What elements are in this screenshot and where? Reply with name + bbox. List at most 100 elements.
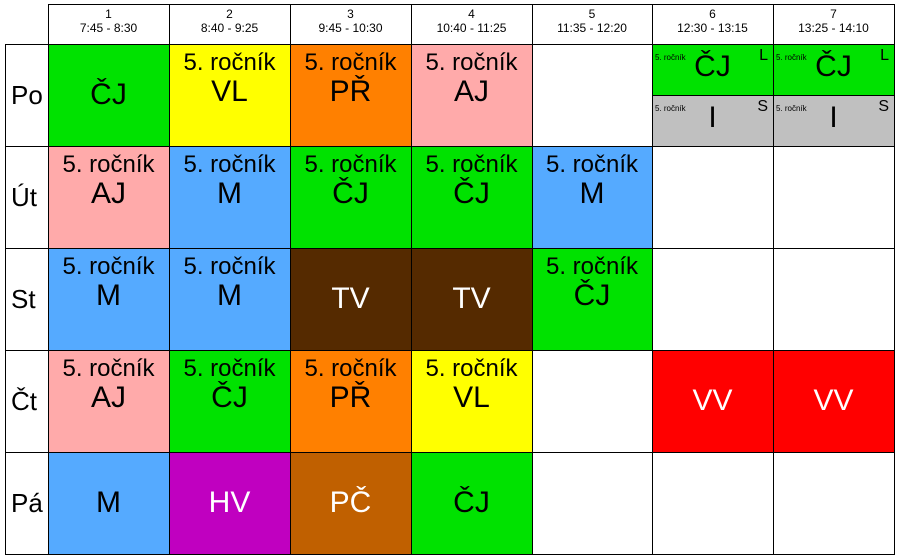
lesson-subject: AJ xyxy=(90,381,126,414)
lesson-subject: TV xyxy=(331,282,370,315)
grid-line xyxy=(5,44,895,45)
lesson-subject: M xyxy=(217,279,242,312)
grid-line xyxy=(532,4,533,555)
lesson-ut-2[interactable]: 5. ročník M xyxy=(169,146,290,248)
lesson-po-4[interactable]: 5. ročník AJ xyxy=(411,44,532,146)
lesson-po-6-group-l[interactable]: 5. ročník ČJ L xyxy=(652,44,773,95)
lesson-subject: M xyxy=(217,177,242,210)
lesson-st-5[interactable]: 5. ročník ČJ xyxy=(532,248,652,350)
lesson-pa-4[interactable]: ČJ xyxy=(411,452,532,554)
grid-line xyxy=(5,146,895,147)
lesson-po-3[interactable]: 5. ročník PŘ xyxy=(290,44,411,146)
grid-line xyxy=(5,350,895,351)
lesson-grade: 5. ročník xyxy=(304,49,397,76)
grid-line xyxy=(290,4,291,555)
lesson-grade: 5. ročník xyxy=(304,355,397,382)
lesson-grade: 5. ročník xyxy=(776,104,807,113)
period-header-5: 5 11:35 - 12:20 xyxy=(532,4,652,44)
lesson-group: L xyxy=(880,47,889,64)
lesson-subject: M xyxy=(96,279,121,312)
period-time: 12:30 - 13:15 xyxy=(677,21,748,35)
lesson-grade: 5. ročník xyxy=(545,151,639,178)
day-label-tuesday: Út xyxy=(11,181,37,212)
lesson-grade: 5. ročník xyxy=(183,49,276,76)
period-time: 13:25 - 14:10 xyxy=(798,21,869,35)
lesson-grade: 5. ročník xyxy=(183,355,276,382)
lesson-subject: ČJ xyxy=(90,78,127,111)
lesson-po-1[interactable]: ČJ xyxy=(48,44,169,146)
grid-line xyxy=(5,452,895,453)
lesson-po-2[interactable]: 5. ročník VL xyxy=(169,44,290,146)
grid-line xyxy=(411,4,412,555)
day-label-wednesday: St xyxy=(11,283,36,314)
lesson-subject: VL xyxy=(211,75,248,108)
lesson-subject: M xyxy=(579,177,605,210)
lesson-group: L xyxy=(759,47,768,64)
lesson-grade: 5. ročník xyxy=(183,151,276,178)
lesson-st-1[interactable]: 5. ročník M xyxy=(48,248,169,350)
lesson-ut-4[interactable]: 5. ročník ČJ xyxy=(411,146,532,248)
lesson-pa-3[interactable]: PČ xyxy=(290,452,411,554)
period-time: 7:45 - 8:30 xyxy=(79,21,138,35)
lesson-group: S xyxy=(757,98,768,115)
period-time: 11:35 - 12:20 xyxy=(557,21,627,35)
lesson-grade: 5. ročník xyxy=(425,151,518,178)
lesson-st-3[interactable]: TV xyxy=(290,248,411,350)
lesson-ct-2[interactable]: 5. ročník ČJ xyxy=(169,350,290,452)
lesson-subject: AJ xyxy=(453,75,489,108)
lesson-subject: ČJ xyxy=(211,381,248,414)
lesson-grade: 5. ročník xyxy=(776,53,807,62)
period-header-4: 4 10:40 - 11:25 xyxy=(411,4,532,44)
lesson-grade: 5. ročník xyxy=(62,151,155,178)
day-label-monday: Po xyxy=(11,79,43,110)
lesson-subject: VV xyxy=(692,384,733,417)
period-header-2: 2 8:40 - 9:25 xyxy=(169,4,290,44)
lesson-subject: ČJ xyxy=(332,177,369,210)
lesson-grade: 5. ročník xyxy=(425,355,518,382)
grid-line xyxy=(48,4,49,555)
lesson-po-6-group-s[interactable]: 5. ročník I S xyxy=(652,95,773,146)
lesson-subject: AJ xyxy=(90,177,126,210)
lesson-st-4[interactable]: TV xyxy=(411,248,532,350)
lesson-grade: 5. ročník xyxy=(62,253,155,280)
period-time: 10:40 - 11:25 xyxy=(436,21,507,35)
period-number: 2 xyxy=(226,7,233,21)
lesson-ut-3[interactable]: 5. ročník ČJ xyxy=(290,146,411,248)
grid-line xyxy=(5,44,6,555)
lesson-ct-1[interactable]: 5. ročník AJ xyxy=(48,350,169,452)
lesson-ut-5[interactable]: 5. ročník M xyxy=(532,146,652,248)
lesson-ct-4[interactable]: 5. ročník VL xyxy=(411,350,532,452)
lesson-po-7-group-s[interactable]: 5. ročník I S xyxy=(773,95,894,146)
period-header-3: 3 9:45 - 10:30 xyxy=(290,4,411,44)
lesson-subject: M xyxy=(96,486,121,519)
grid-line xyxy=(5,248,895,249)
lesson-grade: 5. ročník xyxy=(425,49,518,76)
period-time: 9:45 - 10:30 xyxy=(318,21,383,35)
lesson-pa-1[interactable]: M xyxy=(48,452,169,554)
period-number: 5 xyxy=(588,7,596,21)
lesson-st-2[interactable]: 5. ročník M xyxy=(169,248,290,350)
period-header-6: 6 12:30 - 13:15 xyxy=(652,4,773,44)
lesson-grade: 5. ročník xyxy=(183,253,276,280)
lesson-ut-1[interactable]: 5. ročník AJ xyxy=(48,146,169,248)
day-label-thursday: Čt xyxy=(11,385,37,416)
lesson-subject: ČJ xyxy=(815,50,852,83)
period-number: 7 xyxy=(830,7,837,21)
lesson-subject: PŘ xyxy=(329,381,372,414)
lesson-ct-3[interactable]: 5. ročník PŘ xyxy=(290,350,411,452)
lesson-grade: 5. ročník xyxy=(545,253,639,280)
lesson-pa-2[interactable]: HV xyxy=(169,452,290,554)
period-number: 1 xyxy=(105,7,112,21)
period-header-7: 7 13:25 - 14:10 xyxy=(773,4,894,44)
lesson-ct-6[interactable]: VV xyxy=(652,350,773,452)
grid-line xyxy=(169,4,170,555)
lesson-subject: I xyxy=(829,101,838,134)
lesson-po-7-group-l[interactable]: 5. ročník ČJ L xyxy=(773,44,894,95)
lesson-grade: 5. ročník xyxy=(655,104,686,113)
lesson-ct-7[interactable]: VV xyxy=(773,350,894,452)
lesson-subject: ČJ xyxy=(453,486,490,519)
lesson-subject: PČ xyxy=(329,486,372,519)
lesson-group: S xyxy=(878,98,889,115)
lesson-subject: I xyxy=(708,101,717,134)
